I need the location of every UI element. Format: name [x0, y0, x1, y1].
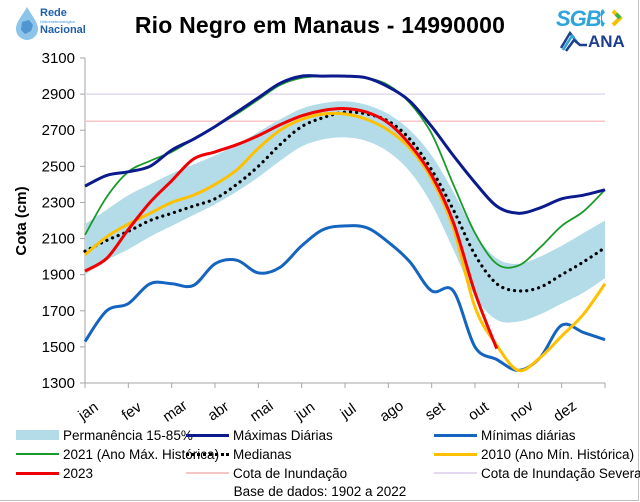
series-line-max: [84, 74, 606, 215]
y-tick-label: 1300: [42, 375, 75, 392]
x-tick-label: jan: [75, 399, 102, 425]
series-line-y2023: [84, 107, 499, 350]
legend-label-flood: Cota de Inundação: [233, 465, 348, 481]
series-lines: [83, 74, 607, 373]
y-tick-label: 2700: [42, 122, 75, 139]
ana-logo-text: ANA: [588, 32, 625, 51]
legend-item-min: Mínimas diárias: [434, 426, 576, 444]
legend-item-median: Medianas: [186, 445, 292, 463]
legend-swatch-min: [434, 426, 477, 444]
legend-label-severe: Cota de Inundação Severa: [481, 465, 640, 481]
legend-item-2010: 2010 (Ano Mín. Histórica): [434, 445, 634, 463]
y-tick-label: 2900: [42, 86, 75, 103]
legend-item-flood: Cota de Inundação: [186, 464, 347, 482]
y-tick-label: 2100: [42, 231, 75, 248]
y-tick-label: 3100: [42, 50, 75, 67]
rede-hidrometeorologica-logo: Rede Hidrometeorológica Nacional: [14, 6, 109, 46]
y-axis: 1300 1500 1700 1900 2100 2300 2500 2700 2900 3100: [42, 50, 86, 392]
legend-item-2023: 2023: [16, 464, 93, 482]
x-axis: jan fev mar abr mai jun jul ago set out nov dez: [75, 382, 606, 425]
ana-wave-icon: [559, 30, 587, 52]
y-tick-label: 2300: [42, 194, 75, 211]
water-drop-icon: [16, 7, 38, 40]
legend-label-min: Mínimas diárias: [481, 427, 576, 443]
logo-text-line2: Hidrometeorológica: [40, 19, 75, 24]
x-tick-label: jun: [291, 399, 318, 425]
legend-item-2021: 2021 (Ano Máx. Histórica): [16, 445, 219, 463]
chart-title: Rio Negro em Manaus - 14990000: [134, 12, 506, 38]
x-tick-label: abr: [205, 398, 233, 424]
x-tick-label: mar: [160, 397, 191, 425]
legend-swatch-2023: [16, 464, 59, 482]
legend-label-2023: 2023: [63, 465, 94, 481]
legend-label-median: Medianas: [233, 446, 292, 462]
legend-swatch-median: [186, 445, 229, 463]
legend-swatch-2010: [434, 445, 477, 463]
x-tick-label: set: [422, 398, 449, 424]
permanence-band-area: [85, 101, 605, 323]
y-tick-label: 1700: [42, 303, 75, 320]
x-tick-label: nov: [507, 397, 537, 425]
chart-plot: 1300 1500 1700 1900 2100 2300 2500 2700 2900 3100…: [13, 50, 607, 425]
data-source-note: Base de dados: 1902 a 2022: [233, 484, 407, 499]
legend-swatch-severe: [434, 464, 477, 482]
ana-logo: ANA: [559, 30, 635, 52]
permanence-band: [85, 101, 605, 323]
logo-text-line1: Rede: [40, 7, 67, 19]
legend-label-2010: 2010 (Ano Mín. Histórica): [481, 446, 635, 462]
series-line-median: [83, 110, 607, 293]
x-tick-label: dez: [550, 397, 580, 425]
legend: Permanência 15-85% Máximas Diárias Mínim…: [0, 424, 640, 502]
y-tick-label: 1900: [42, 267, 75, 284]
legend-item-band: Permanência 15-85%: [16, 426, 193, 444]
legend-swatch-2021: [16, 445, 59, 463]
legend-item-severe: Cota de Inundação Severa: [434, 464, 640, 482]
series-line-y2010: [84, 111, 607, 373]
legend-label-band: Permanência 15-85%: [63, 427, 193, 443]
y-tick-label: 1500: [42, 339, 75, 356]
legend-swatch-max: [186, 426, 229, 444]
y-tick-label: 2500: [42, 158, 75, 175]
y-axis-title: Cota (cm): [13, 186, 30, 255]
x-tick-label: fev: [119, 398, 146, 424]
legend-label-max: Máximas Diárias: [233, 427, 333, 443]
x-tick-label: out: [465, 398, 493, 424]
x-tick-label: ago: [377, 397, 407, 425]
legend-swatch-flood: [186, 464, 229, 482]
x-tick-label: jul: [337, 400, 360, 423]
legend-swatch-band: [16, 426, 59, 444]
sgb-logo-text: SGB: [556, 6, 602, 31]
logo-text-line3: Nacional: [40, 24, 86, 36]
x-tick-label: mai: [247, 397, 277, 425]
sgb-logo: SGB: [556, 6, 623, 32]
legend-item-max: Máximas Diárias: [186, 426, 333, 444]
legend-label-2021: 2021 (Ano Máx. Histórica): [63, 446, 220, 462]
